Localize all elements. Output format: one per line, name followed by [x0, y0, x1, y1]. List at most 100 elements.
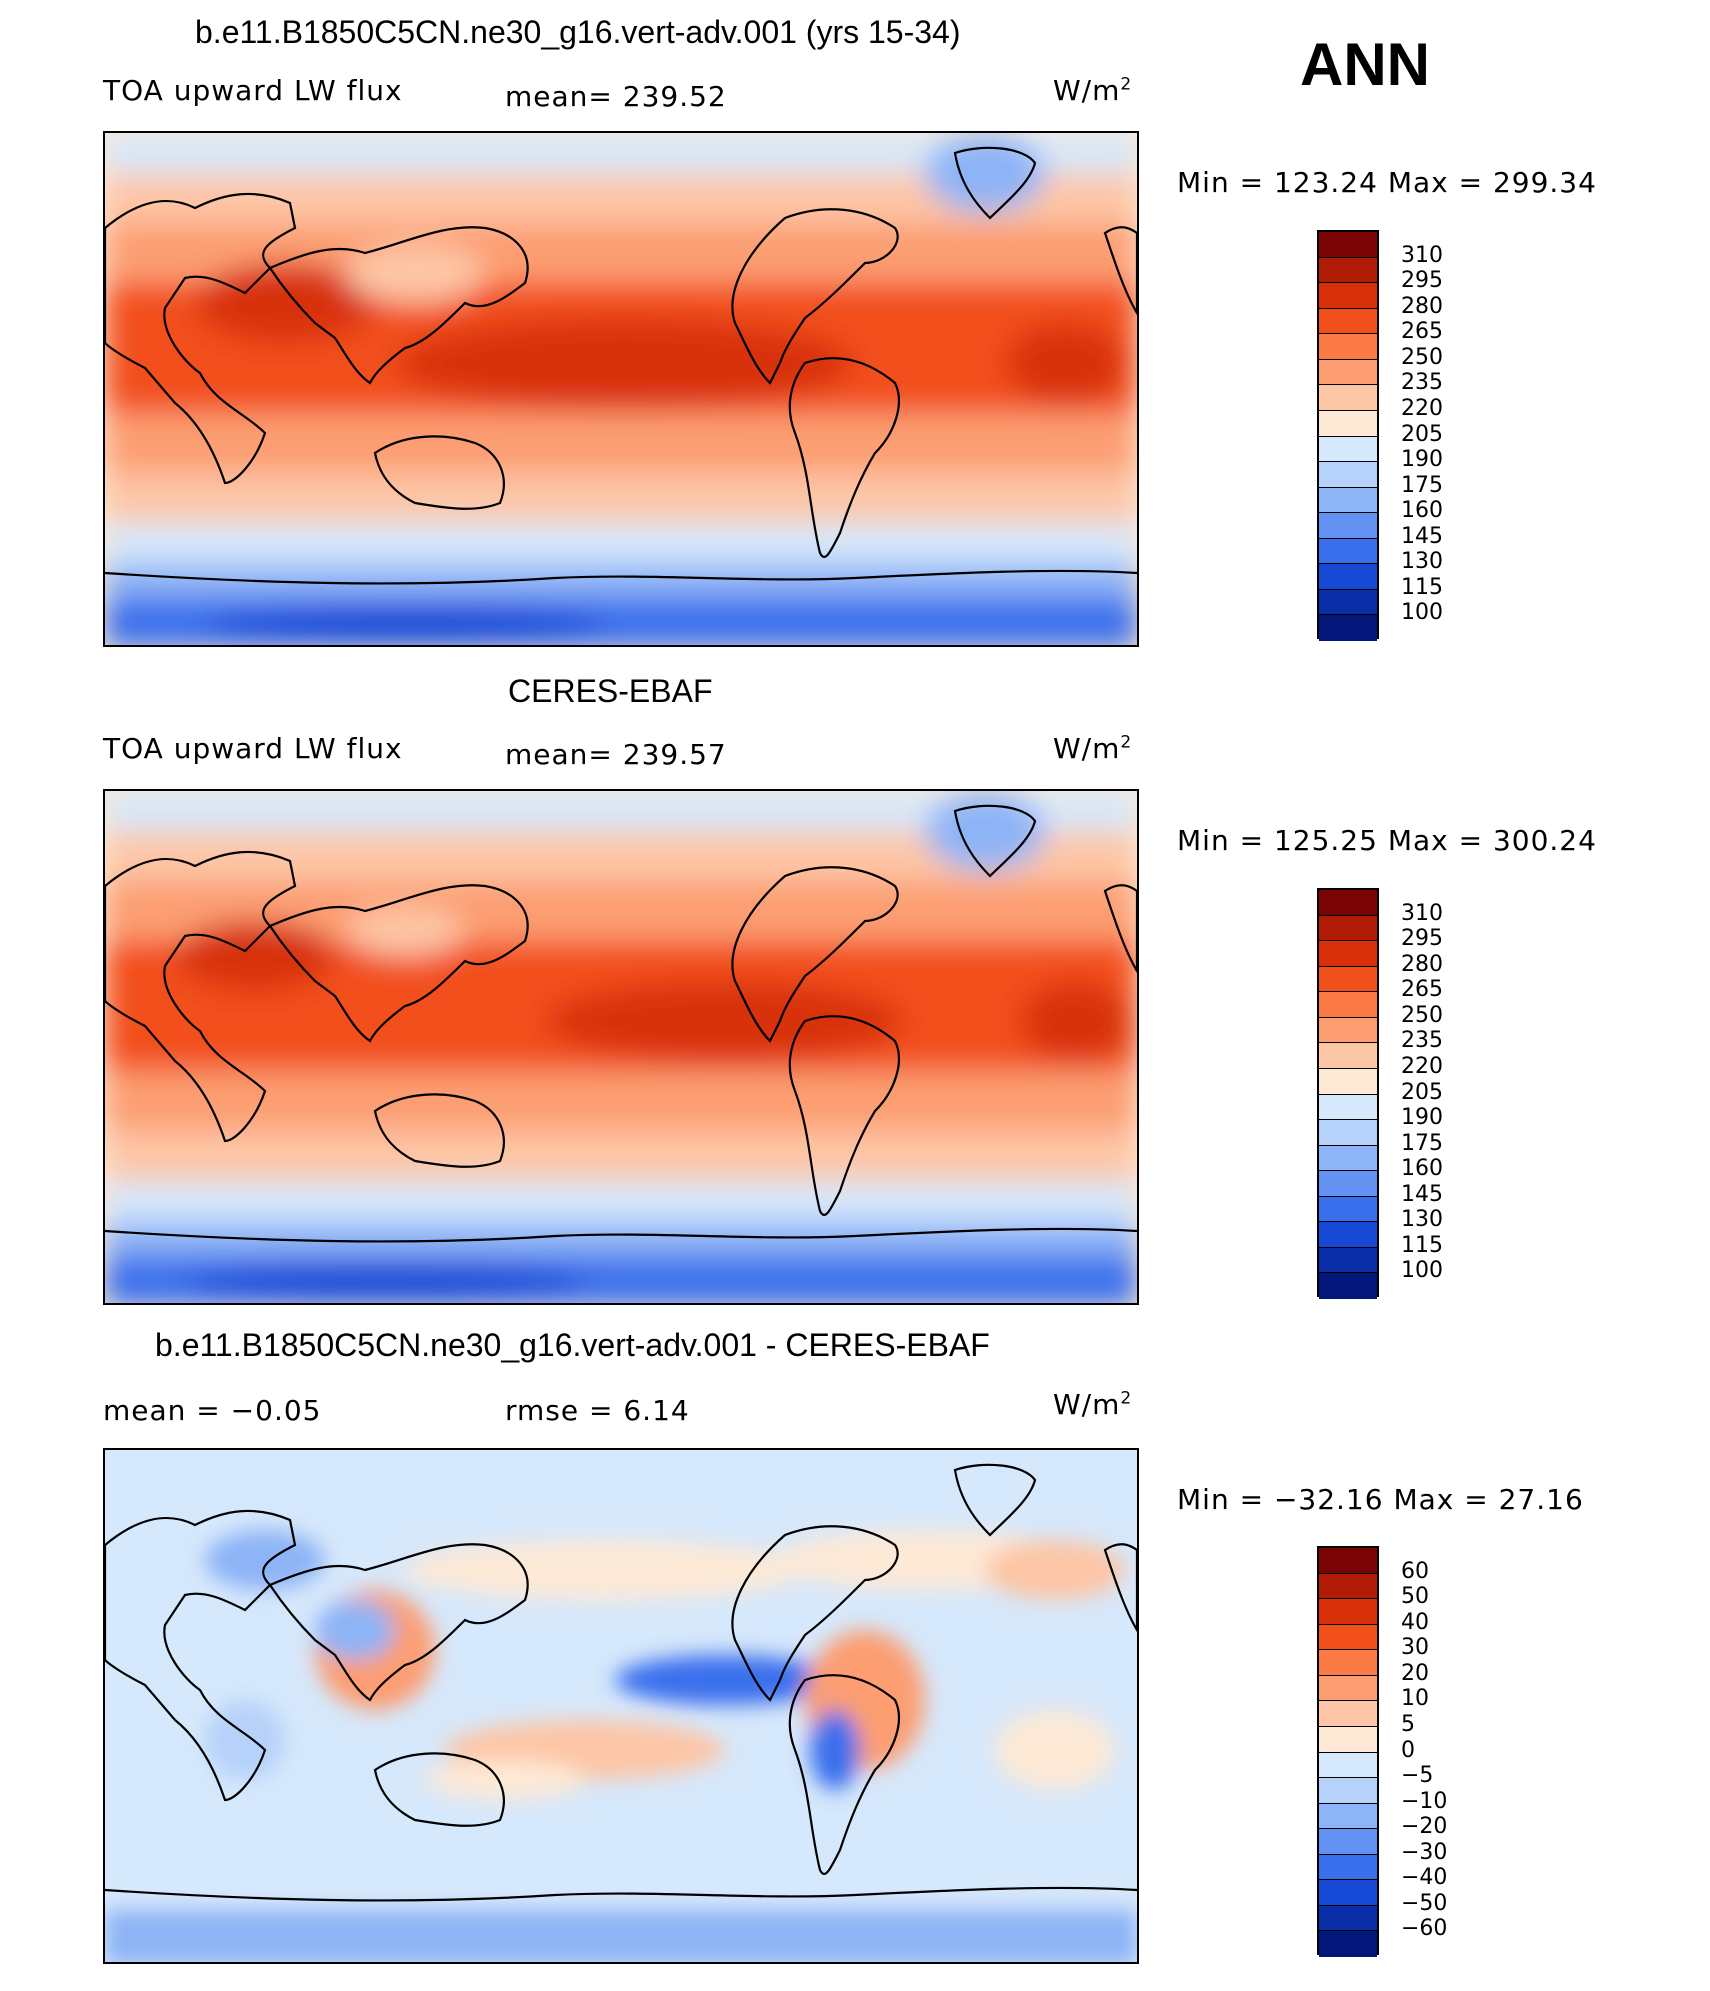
colorbar-label: 160 — [1401, 498, 1443, 524]
colorbar-label: 220 — [1401, 1053, 1443, 1079]
colorbar-segment — [1319, 1931, 1377, 1957]
colorbar-segment — [1319, 487, 1377, 514]
colorbar-segment — [1319, 1752, 1377, 1779]
colorbar-segment — [1319, 513, 1377, 539]
units-text: W/m — [1053, 74, 1121, 107]
colorbar-label: −60 — [1401, 1916, 1448, 1942]
colorbar-label: 50 — [1401, 1584, 1429, 1610]
colorbar-segment — [1319, 1829, 1377, 1855]
colorbar-label: −5 — [1401, 1763, 1434, 1789]
colorbar-label: 250 — [1401, 1002, 1443, 1028]
colorbar-label: −50 — [1401, 1890, 1448, 1916]
colorbar-label: 60 — [1401, 1558, 1429, 1584]
colorbar-segment — [1319, 410, 1377, 437]
colorbar-label: 235 — [1401, 370, 1443, 396]
colorbar-segment — [1319, 890, 1377, 916]
units-sup: 2 — [1120, 74, 1133, 95]
units-text: W/m — [1053, 1388, 1121, 1421]
colorbar-segment — [1319, 1599, 1377, 1625]
panel3-map — [103, 1448, 1139, 1964]
colorbar-segment — [1319, 1247, 1377, 1274]
panel2-title: CERES-EBAF — [508, 673, 713, 709]
colorbar-label: 250 — [1401, 344, 1443, 370]
colorbar-label: 115 — [1401, 1232, 1443, 1258]
panel3-title: b.e11.B1850C5CN.ne30_g16.vert-adv.001 - … — [155, 1327, 990, 1363]
colorbar-segment — [1319, 462, 1377, 488]
colorbar-label: 100 — [1401, 1258, 1443, 1284]
colorbar-segment — [1319, 257, 1377, 284]
colorbar-segment — [1319, 1675, 1377, 1702]
colorbar-label: −20 — [1401, 1814, 1448, 1840]
colorbar-label: 190 — [1401, 447, 1443, 473]
colorbar-segment — [1319, 1145, 1377, 1172]
colorbar-label: 220 — [1401, 395, 1443, 421]
panel1-minmax: Min = 123.24 Max = 299.34 — [1177, 166, 1597, 199]
colorbar-label: 175 — [1401, 1130, 1443, 1156]
panel1-map — [103, 131, 1139, 647]
colorbar-segment — [1319, 1880, 1377, 1906]
colorbar-segment — [1319, 283, 1377, 309]
colorbar-label: 5 — [1401, 1711, 1415, 1737]
panel1-colorbar — [1317, 230, 1379, 641]
panel2-map — [103, 789, 1139, 1305]
colorbar-segment — [1319, 1120, 1377, 1146]
panel2-colorbar — [1317, 888, 1379, 1299]
colorbar-segment — [1319, 232, 1377, 258]
units-sup: 2 — [1120, 732, 1133, 753]
colorbar-segment — [1319, 1017, 1377, 1044]
colorbar-segment — [1319, 436, 1377, 463]
colorbar-label: 0 — [1401, 1737, 1415, 1763]
colorbar-label: 190 — [1401, 1105, 1443, 1131]
colorbar-label: 310 — [1401, 900, 1443, 926]
colorbar-segment — [1319, 1171, 1377, 1197]
colorbar-segment — [1319, 1726, 1377, 1753]
colorbar-label: 130 — [1401, 1207, 1443, 1233]
panel1-title: b.e11.B1850C5CN.ne30_g16.vert-adv.001 (y… — [195, 14, 961, 50]
colorbar-segment — [1319, 1905, 1377, 1932]
colorbar-label: 40 — [1401, 1609, 1429, 1635]
colorbar-label: 115 — [1401, 574, 1443, 600]
colorbar-segment — [1319, 1650, 1377, 1676]
panel2-mean: mean= 239.57 — [505, 738, 727, 771]
colorbar-label: 295 — [1401, 926, 1443, 952]
colorbar-label: 145 — [1401, 1181, 1443, 1207]
colorbar-label: 280 — [1401, 293, 1443, 319]
panel2-field-label: TOA upward LW flux — [103, 732, 403, 765]
colorbar-segment — [1319, 1624, 1377, 1651]
colorbar-segment — [1319, 1573, 1377, 1600]
colorbar-label: 30 — [1401, 1635, 1429, 1661]
colorbar-label: 295 — [1401, 268, 1443, 294]
colorbar-label: 205 — [1401, 421, 1443, 447]
colorbar-label: 130 — [1401, 549, 1443, 575]
colorbar-segment — [1319, 1803, 1377, 1830]
colorbar-segment — [1319, 564, 1377, 590]
colorbar-label: −10 — [1401, 1788, 1448, 1814]
colorbar-segment — [1319, 1222, 1377, 1248]
panel3-rmse: rmse = 6.14 — [505, 1394, 690, 1427]
colorbar-segment — [1319, 359, 1377, 386]
season-label: ANN — [1300, 31, 1430, 98]
colorbar-segment — [1319, 385, 1377, 411]
panel1-field-label: TOA upward LW flux — [103, 74, 403, 107]
colorbar-segment — [1319, 615, 1377, 641]
colorbar-segment — [1319, 538, 1377, 565]
colorbar-label: 145 — [1401, 523, 1443, 549]
colorbar-segment — [1319, 1701, 1377, 1727]
colorbar-segment — [1319, 1854, 1377, 1881]
colorbar-segment — [1319, 1778, 1377, 1804]
colorbar-segment — [1319, 1273, 1377, 1299]
colorbar-label: 175 — [1401, 472, 1443, 498]
units-text: W/m — [1053, 732, 1121, 765]
colorbar-label: 310 — [1401, 242, 1443, 268]
colorbar-label: 265 — [1401, 319, 1443, 345]
colorbar-label: 280 — [1401, 951, 1443, 977]
colorbar-segment — [1319, 308, 1377, 335]
colorbar-segment — [1319, 1548, 1377, 1574]
panel3-mean: mean = −0.05 — [103, 1394, 322, 1427]
colorbar-segment — [1319, 334, 1377, 360]
colorbar-label: −40 — [1401, 1865, 1448, 1891]
colorbar-label: 205 — [1401, 1079, 1443, 1105]
panel1-units: W/m2 — [1053, 74, 1132, 107]
panel3-minmax: Min = −32.16 Max = 27.16 — [1177, 1483, 1584, 1516]
colorbar-label: 265 — [1401, 977, 1443, 1003]
